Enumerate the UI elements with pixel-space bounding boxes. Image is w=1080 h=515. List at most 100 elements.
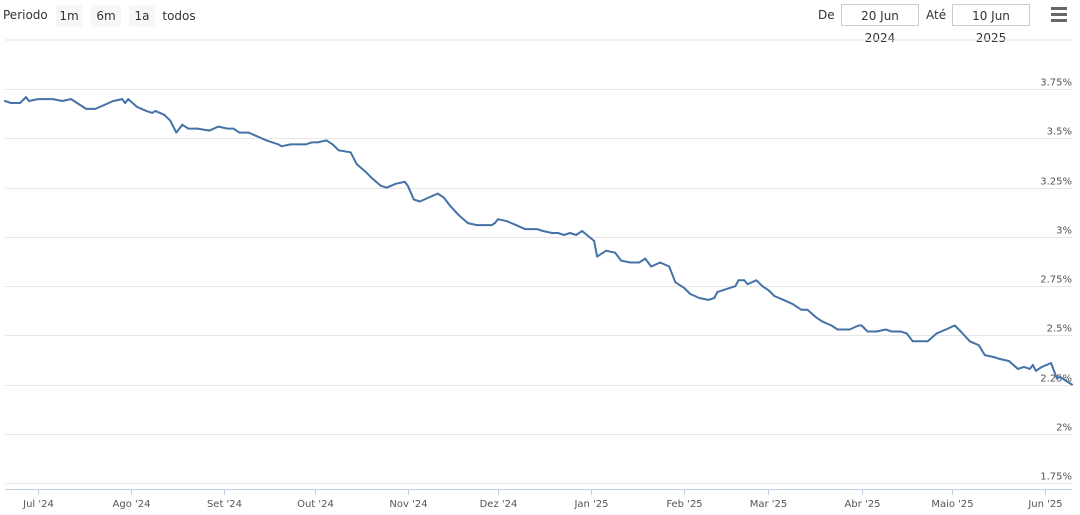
data-point bbox=[418, 200, 421, 203]
data-point bbox=[331, 143, 334, 146]
data-point bbox=[800, 308, 803, 311]
data-point bbox=[737, 279, 740, 282]
data-point bbox=[238, 131, 241, 134]
data-point bbox=[596, 255, 598, 258]
data-point bbox=[52, 98, 54, 100]
data-point bbox=[524, 228, 526, 231]
data-point bbox=[163, 113, 166, 116]
data-point bbox=[349, 151, 352, 154]
data-point bbox=[232, 127, 235, 130]
data-point bbox=[76, 102, 78, 104]
data-point bbox=[830, 324, 833, 327]
y-tick-label: 3.5% bbox=[1047, 127, 1072, 138]
x-tick-label: Mar '25 bbox=[750, 499, 788, 510]
x-tick-label: Set '24 bbox=[207, 499, 242, 510]
x-tick-label: Feb '25 bbox=[666, 499, 702, 510]
data-point bbox=[1059, 375, 1061, 378]
data-point bbox=[476, 224, 478, 227]
range-label: Periodo bbox=[3, 8, 48, 22]
data-point bbox=[304, 143, 307, 146]
data-point bbox=[217, 125, 220, 128]
data-point bbox=[569, 232, 571, 234]
hamburger-menu-icon[interactable] bbox=[1049, 7, 1069, 25]
data-point bbox=[644, 257, 647, 260]
to-date-input[interactable]: 10 Jun 2025 bbox=[952, 4, 1030, 45]
data-point bbox=[959, 330, 962, 333]
data-point bbox=[448, 204, 451, 207]
data-point bbox=[993, 356, 995, 358]
data-point bbox=[121, 98, 124, 100]
data-point bbox=[911, 340, 914, 343]
data-point bbox=[629, 261, 632, 264]
data-point bbox=[1041, 366, 1043, 368]
data-point bbox=[427, 196, 430, 199]
data-point bbox=[280, 145, 283, 148]
data-point bbox=[316, 141, 319, 144]
data-point bbox=[716, 291, 719, 293]
data-point bbox=[614, 251, 616, 254]
data-point bbox=[890, 330, 893, 333]
data-point bbox=[773, 295, 776, 297]
data-point bbox=[1050, 362, 1052, 364]
data-point bbox=[10, 102, 12, 104]
data-point bbox=[821, 320, 824, 323]
data-point bbox=[866, 330, 869, 333]
x-tick-label: Abr '25 bbox=[845, 499, 881, 510]
y-tick-label: 3.75% bbox=[1040, 78, 1072, 89]
data-point bbox=[124, 102, 127, 104]
series-layer bbox=[4, 96, 1073, 386]
data-point bbox=[25, 96, 27, 98]
data-point bbox=[713, 297, 716, 299]
x-tick-label: Jul '24 bbox=[22, 499, 54, 510]
data-point bbox=[175, 131, 178, 134]
data-point bbox=[935, 332, 938, 335]
data-point bbox=[169, 119, 172, 122]
data-point bbox=[458, 214, 460, 217]
data-point bbox=[557, 232, 559, 234]
data-point bbox=[593, 240, 595, 242]
data-point bbox=[875, 330, 878, 333]
x-tick-label: Nov '24 bbox=[389, 499, 427, 510]
data-point bbox=[208, 129, 211, 132]
range-button-1m[interactable]: 1m bbox=[56, 5, 82, 27]
data-point bbox=[806, 308, 809, 311]
data-point bbox=[707, 299, 710, 301]
data-point bbox=[1056, 377, 1058, 380]
grid-lines bbox=[5, 39, 1072, 484]
range-button-todos[interactable]: todos bbox=[162, 9, 196, 23]
data-point bbox=[1071, 383, 1073, 386]
data-point bbox=[506, 220, 508, 223]
data-point bbox=[394, 182, 397, 185]
data-point bbox=[247, 131, 250, 134]
data-point bbox=[256, 135, 259, 138]
data-point bbox=[551, 232, 553, 234]
data-point bbox=[355, 163, 358, 166]
data-point bbox=[70, 98, 72, 100]
data-point bbox=[1035, 369, 1037, 372]
data-point bbox=[103, 104, 106, 106]
y-tick-label: 2.5% bbox=[1047, 324, 1072, 335]
data-point bbox=[563, 234, 565, 236]
data-point bbox=[761, 285, 764, 288]
data-point bbox=[187, 127, 190, 130]
data-point bbox=[977, 344, 980, 347]
y-tick-label: 3.25% bbox=[1040, 177, 1072, 188]
data-point bbox=[1008, 360, 1010, 362]
data-point bbox=[412, 198, 415, 201]
data-point bbox=[1029, 368, 1031, 370]
data-point bbox=[127, 98, 130, 100]
range-button-6m[interactable]: 6m bbox=[91, 5, 121, 27]
data-point bbox=[61, 100, 63, 102]
from-date-input[interactable]: 20 Jun 2024 bbox=[841, 4, 919, 45]
y-tick-label: 3% bbox=[1056, 226, 1072, 237]
data-point bbox=[94, 108, 97, 110]
data-point bbox=[112, 100, 115, 102]
data-point bbox=[181, 123, 184, 126]
data-point bbox=[406, 184, 409, 187]
data-point bbox=[905, 332, 908, 335]
data-point bbox=[226, 127, 229, 130]
range-button-1a[interactable]: 1a bbox=[129, 5, 155, 27]
to-date-label: Até bbox=[926, 8, 947, 22]
y-tick-label: 2% bbox=[1056, 423, 1072, 434]
data-point bbox=[674, 281, 677, 284]
